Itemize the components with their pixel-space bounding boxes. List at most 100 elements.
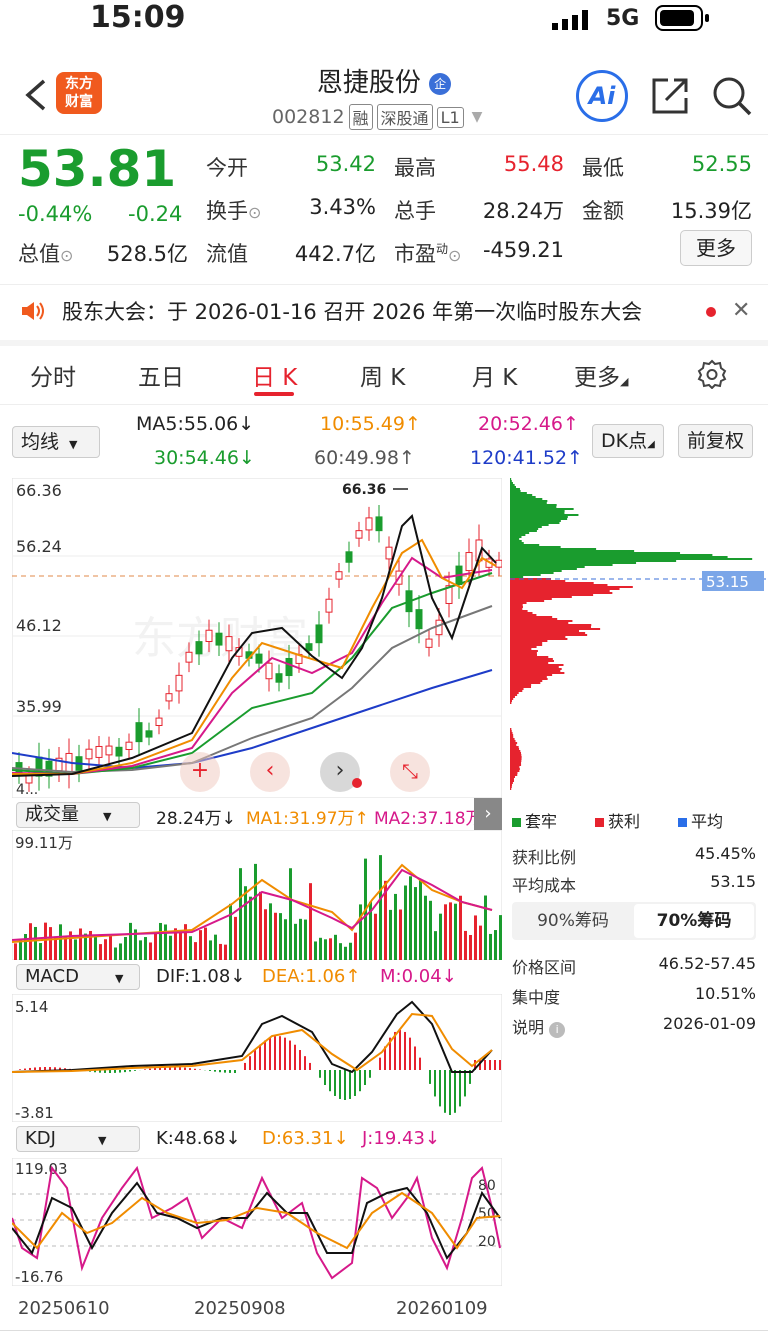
volume-select[interactable]: 成交量 ▼ — [16, 802, 140, 828]
chip-tab-70[interactable]: 70%筹码 — [634, 904, 754, 938]
candle-body — [305, 643, 313, 651]
volume-bar — [294, 923, 297, 960]
candle-body — [315, 624, 323, 644]
volume-bar — [269, 903, 272, 960]
kdj-level-20: 20 — [478, 1234, 496, 1250]
macd-bar — [164, 1067, 166, 1070]
macd-bar — [64, 1068, 66, 1070]
volume-bar — [114, 947, 117, 960]
chip-bar — [510, 524, 549, 526]
dropdown-icon[interactable]: ▼ — [471, 109, 483, 125]
macd-bar — [469, 1070, 471, 1084]
chart-nav-prev[interactable]: ‹ — [250, 752, 290, 792]
chip-bar — [510, 764, 522, 766]
macd-bar — [19, 1069, 21, 1070]
chip-bar — [510, 546, 561, 548]
chip-bar — [510, 728, 512, 730]
speaker-icon — [20, 300, 46, 326]
macd-bar — [144, 1069, 146, 1070]
volume-bar — [279, 913, 282, 960]
chip-bar — [510, 490, 521, 492]
candle-body — [105, 745, 113, 756]
tab-intraday[interactable]: 分时 — [30, 365, 76, 391]
macd-bar — [194, 1068, 196, 1070]
macd-bar — [419, 1057, 421, 1070]
macd-bar — [379, 1057, 381, 1070]
tab-more[interactable]: 更多◢ — [574, 365, 629, 391]
notice-bar[interactable] — [0, 284, 768, 338]
macd-bar — [489, 1060, 491, 1070]
tab-five-day[interactable]: 五日 — [138, 365, 184, 391]
chip-bar — [510, 566, 585, 568]
more-button[interactable]: 更多 — [680, 230, 752, 266]
volume-bar — [369, 901, 372, 960]
chip-bar — [510, 668, 562, 670]
chip-bar — [510, 638, 568, 640]
candle-body — [205, 629, 213, 642]
enterprise-badge: 企 — [429, 72, 452, 95]
chip-bar — [510, 620, 573, 622]
volume-bar — [484, 895, 487, 960]
volume-bar — [319, 937, 322, 960]
tab-weekly-k[interactable]: 周 K — [360, 365, 406, 391]
macd-bar — [234, 1070, 236, 1073]
settings-icon[interactable] — [697, 359, 727, 393]
volume-bar — [149, 942, 152, 960]
chip-bar — [510, 494, 533, 496]
chip-bar — [510, 536, 522, 538]
ma5-value: MA5:55.06↓ — [136, 413, 255, 435]
info-icon[interactable]: i — [549, 1022, 566, 1038]
chip-legend: 套牢 获利 平均 — [512, 808, 723, 832]
macd-bar — [439, 1070, 441, 1107]
chip-bar — [510, 518, 568, 520]
chip-bar — [510, 564, 613, 566]
dk-select[interactable]: DK点◢ — [592, 424, 664, 458]
volume-bar — [464, 930, 467, 960]
candle-body — [125, 741, 133, 751]
macd-bar — [334, 1070, 336, 1096]
chip-bar — [510, 740, 516, 742]
macd-bar — [109, 1070, 111, 1073]
tab-daily-k[interactable]: 日 K — [252, 365, 298, 391]
volume-bar — [59, 924, 62, 960]
kdj-select[interactable]: KDJ ▼ — [16, 1126, 140, 1152]
chip-bar — [510, 754, 522, 756]
chip-tab-90[interactable]: 90%筹码 — [537, 911, 609, 931]
ai-button[interactable]: Ai — [576, 70, 628, 122]
macd-bar — [59, 1067, 61, 1070]
chip-bar — [510, 656, 549, 658]
volume-bar — [409, 876, 412, 960]
chip-bar — [510, 516, 568, 518]
close-icon[interactable]: ✕ — [732, 298, 751, 323]
search-icon[interactable] — [712, 76, 754, 122]
share-icon[interactable] — [650, 76, 690, 120]
macd-bar — [274, 1036, 276, 1070]
candle-body — [135, 722, 143, 743]
tab-monthly-k[interactable]: 月 K — [472, 365, 518, 391]
chip-bar — [510, 652, 537, 654]
chip-bar — [510, 748, 520, 750]
macd-select[interactable]: MACD ▼ — [16, 964, 140, 990]
macd-bar — [369, 1070, 371, 1078]
volume-bar — [159, 922, 162, 960]
volume-bar — [249, 896, 252, 960]
expand-panel-button[interactable]: › — [474, 798, 502, 830]
back-icon[interactable] — [22, 78, 48, 116]
chip-bar — [510, 582, 594, 584]
volume-bar — [429, 900, 432, 960]
volume-value: 28.24万 — [482, 199, 564, 223]
chart-zoom-out[interactable]: + — [180, 752, 220, 792]
chip-bar — [510, 510, 565, 512]
chip-bar — [510, 530, 537, 532]
ma60-value: 60:49.98↑ — [314, 447, 415, 469]
chip-bar — [510, 744, 517, 746]
fullscreen-icon[interactable]: ⤡ — [390, 752, 430, 792]
volume-bar — [349, 942, 352, 960]
fq-button[interactable]: 前复权 — [678, 424, 754, 458]
volume-bar — [199, 930, 202, 960]
volume-bar — [99, 944, 102, 960]
ma-select[interactable]: 均线 ▼ — [12, 426, 100, 458]
chip-bar — [510, 642, 543, 644]
logo-text-2: 财富 — [65, 94, 93, 110]
